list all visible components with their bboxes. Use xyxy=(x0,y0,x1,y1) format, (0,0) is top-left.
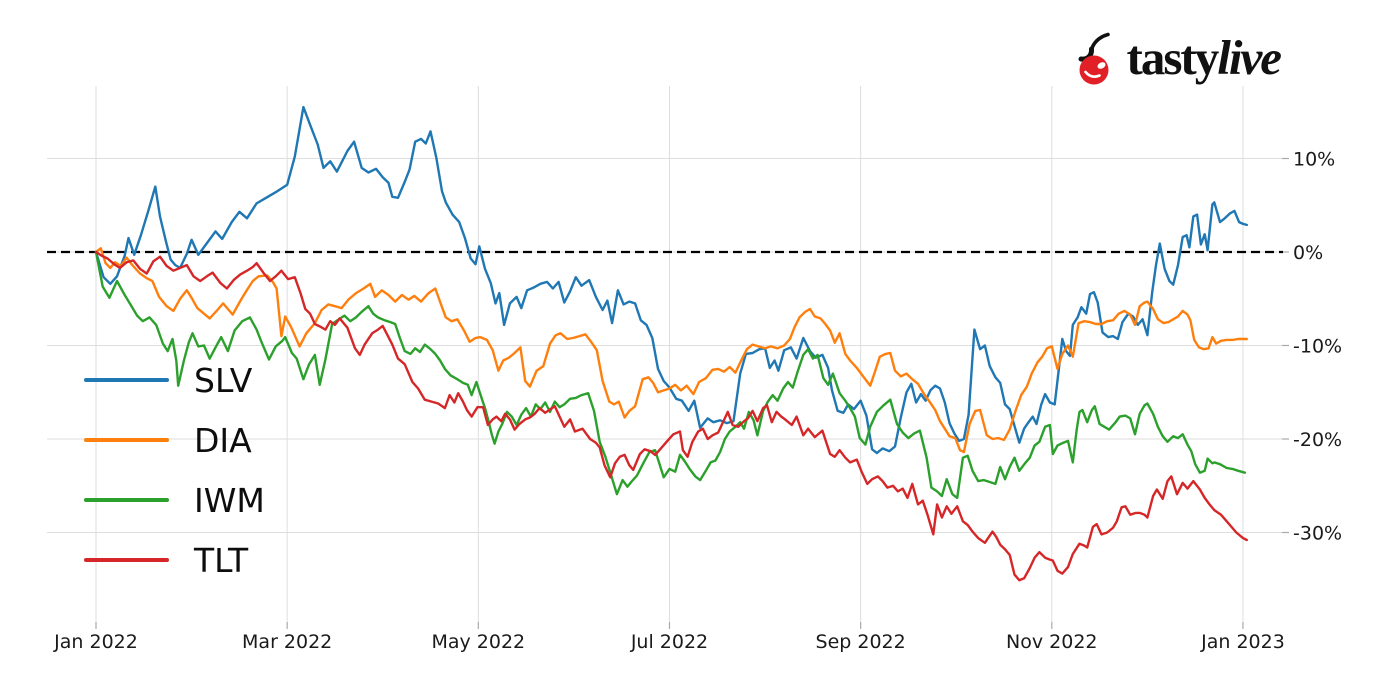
legend-label-slv: SLV xyxy=(194,360,253,400)
y-tick-label: 10% xyxy=(1293,149,1335,171)
legend-label-dia: DIA xyxy=(194,420,252,460)
iwm-legend-line-icon xyxy=(84,498,169,502)
y-tick-label: -10% xyxy=(1293,336,1342,358)
x-tick-label: May 2022 xyxy=(431,631,525,653)
x-tick-label: Mar 2022 xyxy=(242,631,332,653)
slv-legend-line-icon xyxy=(84,378,169,382)
x-tick-label: Sep 2022 xyxy=(816,631,906,653)
legend-item-tlt: TLT xyxy=(84,530,265,590)
tlt-legend-line-icon xyxy=(84,558,169,562)
legend-item-iwm: IWM xyxy=(84,470,265,530)
y-tick-label: -30% xyxy=(1293,523,1342,545)
x-tick-label: Nov 2022 xyxy=(1006,631,1097,653)
x-tick-label: Jan 2022 xyxy=(53,631,138,653)
x-tick-label: Jul 2022 xyxy=(630,631,708,653)
legend-label-iwm: IWM xyxy=(194,480,265,520)
dia-line xyxy=(94,247,1249,454)
legend-label-tlt: TLT xyxy=(194,540,249,580)
legend-item-slv: SLV xyxy=(84,350,265,410)
tlt-line xyxy=(94,250,1249,582)
dia-legend-line-icon xyxy=(84,438,169,442)
y-tick-label: 0% xyxy=(1293,242,1323,264)
tastylive-logo: tasty live xyxy=(1073,28,1282,86)
legend: SLV DIA IWM TLT xyxy=(84,350,265,590)
brand-live: live xyxy=(1217,29,1282,85)
x-tick-label: Jan 2023 xyxy=(1200,631,1285,653)
iwm-line xyxy=(94,250,1247,500)
cherry-icon xyxy=(1078,32,1110,85)
brand-tasty: tasty xyxy=(1126,29,1220,85)
y-tick-label: -20% xyxy=(1293,429,1342,451)
slv-line xyxy=(94,105,1249,455)
legend-item-dia: DIA xyxy=(84,410,265,470)
